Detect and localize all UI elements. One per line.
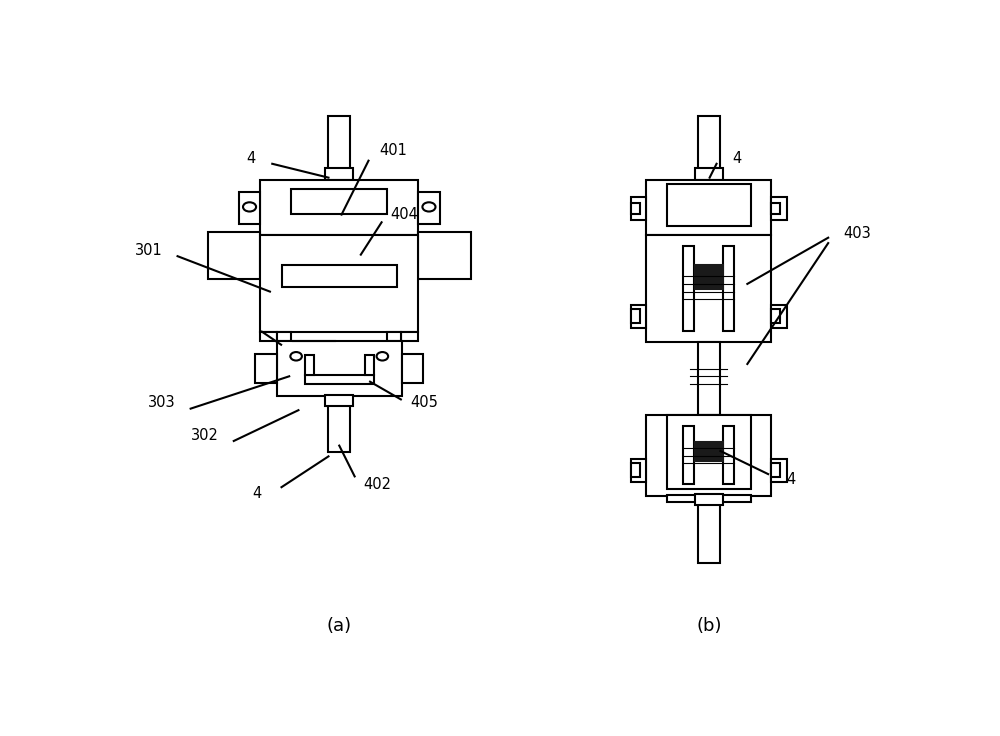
Ellipse shape bbox=[290, 352, 302, 361]
Bar bbox=[305, 355, 314, 375]
Bar bbox=[646, 180, 771, 236]
Bar bbox=[771, 305, 787, 328]
Ellipse shape bbox=[422, 202, 436, 211]
Bar bbox=[698, 495, 720, 564]
Text: 303: 303 bbox=[148, 395, 176, 410]
Text: 301: 301 bbox=[135, 244, 163, 258]
Bar bbox=[328, 396, 350, 452]
Bar bbox=[631, 459, 646, 482]
Bar bbox=[695, 265, 723, 289]
Bar bbox=[387, 332, 401, 341]
Text: (a): (a) bbox=[327, 617, 352, 634]
Bar bbox=[328, 116, 350, 170]
Bar bbox=[646, 415, 771, 495]
Text: 4: 4 bbox=[246, 151, 255, 166]
Bar bbox=[683, 426, 694, 484]
Text: 302: 302 bbox=[191, 428, 218, 443]
Text: (b): (b) bbox=[696, 617, 722, 634]
Bar bbox=[771, 309, 780, 323]
Text: 401: 401 bbox=[379, 144, 407, 158]
Bar bbox=[631, 463, 640, 477]
Text: 405: 405 bbox=[410, 395, 438, 410]
Bar bbox=[277, 332, 291, 341]
Bar bbox=[325, 394, 353, 406]
Bar bbox=[666, 184, 751, 226]
Bar bbox=[325, 169, 353, 180]
Bar bbox=[260, 180, 418, 236]
Bar bbox=[260, 332, 277, 341]
Bar bbox=[365, 355, 374, 375]
Bar bbox=[723, 246, 734, 331]
Bar bbox=[646, 236, 771, 342]
Text: 402: 402 bbox=[364, 477, 392, 492]
Bar bbox=[255, 354, 277, 383]
Bar bbox=[695, 494, 723, 505]
Bar bbox=[631, 309, 640, 323]
Ellipse shape bbox=[377, 352, 388, 361]
Bar bbox=[291, 189, 387, 214]
Bar bbox=[631, 305, 646, 328]
Bar bbox=[771, 463, 780, 477]
Bar bbox=[277, 341, 402, 396]
Text: 404: 404 bbox=[391, 207, 419, 222]
Bar bbox=[208, 232, 260, 279]
Bar bbox=[695, 169, 723, 180]
Bar bbox=[631, 203, 640, 214]
Bar bbox=[771, 197, 787, 220]
Bar bbox=[631, 197, 646, 220]
Text: 403: 403 bbox=[844, 225, 871, 241]
Bar bbox=[723, 426, 734, 484]
Ellipse shape bbox=[243, 202, 256, 211]
Text: 4: 4 bbox=[733, 151, 742, 166]
Bar bbox=[698, 116, 720, 170]
Bar bbox=[683, 246, 694, 331]
Bar bbox=[418, 191, 440, 224]
Bar bbox=[282, 265, 397, 286]
Bar bbox=[771, 459, 787, 482]
Bar bbox=[418, 232, 471, 279]
Bar bbox=[666, 415, 751, 489]
Bar bbox=[698, 342, 720, 415]
Bar bbox=[260, 236, 418, 332]
Bar bbox=[771, 203, 780, 214]
Bar bbox=[305, 375, 374, 384]
Bar bbox=[695, 442, 723, 461]
Bar bbox=[401, 332, 418, 341]
Bar bbox=[239, 191, 260, 224]
Bar bbox=[666, 495, 751, 502]
Bar bbox=[402, 354, 423, 383]
Text: 4: 4 bbox=[252, 486, 261, 500]
Text: 4: 4 bbox=[787, 472, 796, 487]
